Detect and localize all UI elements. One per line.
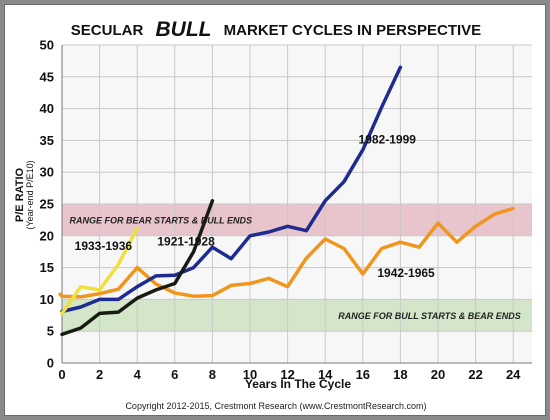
y-tick-label: 35 — [40, 133, 54, 148]
x-tick-label: 6 — [171, 367, 178, 382]
y-tick-label: 30 — [40, 165, 54, 180]
x-tick-label: 16 — [356, 367, 370, 382]
y-tick-label: 5 — [47, 324, 54, 339]
series-line-1982-1999 — [60, 65, 403, 314]
x-tick-label: 20 — [431, 367, 445, 382]
series-label-1982-1999: 1982-1999 — [359, 133, 417, 147]
x-tick-label: 12 — [280, 367, 294, 382]
x-tick-label: 8 — [209, 367, 216, 382]
y-axis-label: P/E RATIO — [14, 167, 26, 222]
chart-title-part1: SECULAR — [71, 22, 144, 39]
y-tick-label: 45 — [40, 69, 54, 84]
x-tick-label: 18 — [393, 367, 407, 382]
series-label-1921-1928: 1921-1928 — [157, 234, 215, 248]
y-tick-label: 15 — [40, 260, 54, 275]
series-line-1921-1928 — [60, 199, 215, 337]
y-tick-label: 50 — [40, 38, 54, 53]
series-label-1933-1936: 1933-1936 — [75, 239, 133, 253]
plot-area: RANGE FOR BEAR STARTS & BULL ENDS RANGE F… — [40, 38, 532, 382]
y-axis-sublabel: (Year-end P/E10) — [25, 160, 35, 229]
chart-title: SECULAR BULL MARKET CYCLES IN PERSPECTIV… — [71, 18, 481, 41]
x-tick-label: 22 — [468, 367, 482, 382]
x-tick-label: 14 — [318, 367, 333, 382]
series-line-1933-1936 — [60, 226, 139, 316]
y-tick-label: 40 — [40, 101, 54, 116]
y-tick-label: 25 — [40, 197, 54, 212]
series-line-1942-1965 — [58, 206, 515, 299]
range-band-label-1: RANGE FOR BULL STARTS & BEAR ENDS — [338, 311, 521, 321]
range-band-label-0: RANGE FOR BEAR STARTS & BULL ENDS — [70, 215, 253, 225]
x-tick-label: 4 — [134, 367, 142, 382]
x-tick-label: 10 — [243, 367, 257, 382]
range-band-1 — [62, 299, 532, 332]
y-tick-label: 20 — [40, 228, 54, 243]
y-tick-label: 10 — [40, 292, 54, 307]
y-tick-label: 0 — [47, 356, 54, 371]
chart-title-part2: MARKET CYCLES IN PERSPECTIVE — [224, 22, 482, 39]
x-axis-label: Years In The Cycle — [245, 377, 351, 391]
chart-figure: SECULAR BULL MARKET CYCLES IN PERSPECTIV… — [4, 4, 546, 416]
series-label-1942-1965: 1942-1965 — [377, 266, 435, 280]
x-tick-label: 2 — [96, 367, 103, 382]
range-band-0 — [62, 204, 532, 236]
x-tick-label: 24 — [506, 367, 521, 382]
chart-canvas: SECULAR BULL MARKET CYCLES IN PERSPECTIV… — [14, 18, 532, 411]
chart-title-emphasis: BULL — [155, 18, 211, 41]
x-tick-label: 0 — [58, 367, 65, 382]
copyright-note: Copyright 2012-2015, Crestmont Research … — [125, 401, 426, 411]
